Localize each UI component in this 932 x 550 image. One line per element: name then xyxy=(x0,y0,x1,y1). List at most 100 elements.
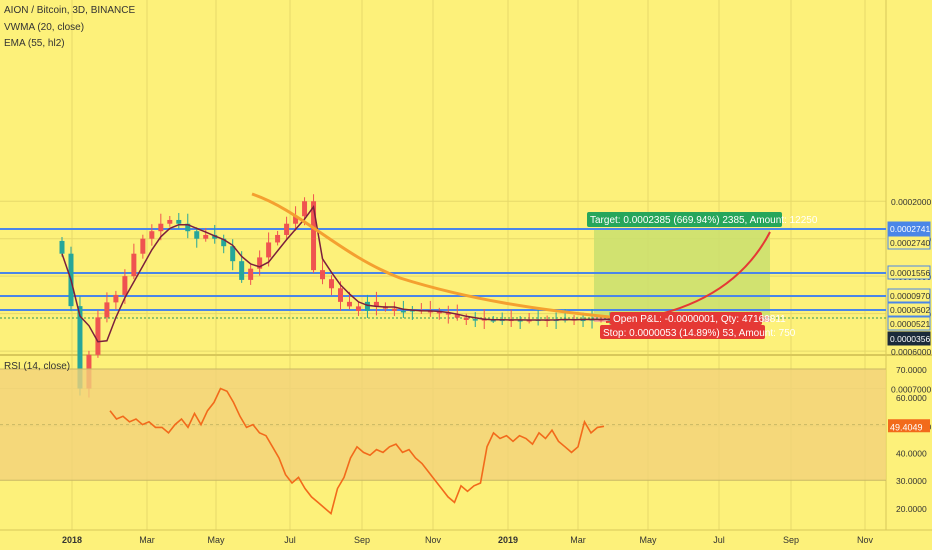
time-tick-label: May xyxy=(639,535,657,545)
stop-label: Stop: 0.0000053 (14.89%) 53, Amount: 750 xyxy=(603,328,796,339)
candle-body xyxy=(320,270,326,280)
stop-label-group: Stop: 0.0000053 (14.89%) 53, Amount: 750 xyxy=(600,325,796,339)
time-tick-label: Jul xyxy=(284,535,296,545)
time-tick-label: 2018 xyxy=(62,535,82,545)
time-tick-label: May xyxy=(207,535,225,545)
candle-body xyxy=(284,223,290,235)
candle-body xyxy=(472,319,478,321)
vwma-legend: VWMA (20, close) xyxy=(4,22,85,33)
candle-body xyxy=(266,242,272,258)
price-marker-bg xyxy=(887,302,931,317)
candle-body xyxy=(355,306,361,311)
time-tick-label: Nov xyxy=(857,535,874,545)
candle-body xyxy=(463,317,469,320)
price-marker-bg xyxy=(887,331,931,346)
target-label-group: Target: 0.0002385 (669.94%) 2385, Amount… xyxy=(587,212,818,227)
candle-body xyxy=(221,238,227,247)
time-tick-label: 2019 xyxy=(498,535,518,545)
target-label-bg xyxy=(587,212,782,227)
candle-body xyxy=(580,319,586,322)
price-tick-label: 0.0006000 xyxy=(891,347,931,357)
price-marker-label: 0.0001556 xyxy=(890,268,930,278)
open-pnl-label: Open P&L: -0.0000001, Qty: 47169811 xyxy=(613,314,786,325)
price-marker-label: 0.0000602 xyxy=(890,305,930,315)
rsi-tick-label: 70.0000 xyxy=(896,365,927,375)
candle-body xyxy=(346,301,352,307)
candle-body xyxy=(445,312,451,315)
candle-body xyxy=(302,201,308,217)
candle-body xyxy=(311,201,317,271)
candle-body xyxy=(400,310,406,313)
price-marker-label: 0.0000521 xyxy=(890,319,930,329)
price-tick-label: 0.0002000 xyxy=(891,197,931,207)
price-marker-bg xyxy=(887,316,931,331)
candle-body xyxy=(454,314,460,318)
candle-body xyxy=(436,311,442,314)
price-marker-bg xyxy=(887,288,931,303)
candle-body xyxy=(239,261,245,280)
time-tick-label: Mar xyxy=(139,535,155,545)
price-marker-bg xyxy=(887,265,931,280)
price-marker-bg xyxy=(887,235,931,250)
candle-body xyxy=(59,240,65,254)
candle-body xyxy=(176,219,182,224)
candle-body xyxy=(212,234,218,239)
price-marker-label: 0.0000970 xyxy=(890,291,930,301)
candle-body xyxy=(131,253,137,277)
price-tick-label: 0.0007000 xyxy=(891,385,931,395)
rsi-value-label: 49.4049 xyxy=(890,422,923,432)
chart-title: AION / Bitcoin, 3D, BINANCE xyxy=(4,5,136,16)
time-tick-label: Mar xyxy=(570,535,586,545)
price-marker-label: 0.0002741 xyxy=(890,224,930,234)
candle-body xyxy=(364,301,370,311)
candle-body xyxy=(149,231,155,239)
time-tick-label: Nov xyxy=(425,535,442,545)
candle-body xyxy=(77,306,83,389)
candle-body xyxy=(167,219,173,224)
ema-legend: EMA (55, hl2) xyxy=(4,38,65,49)
target-label: Target: 0.0002385 (669.94%) 2385, Amount… xyxy=(590,215,818,226)
candle-body xyxy=(185,223,191,232)
candle-body xyxy=(293,216,299,224)
candle-body xyxy=(337,288,343,302)
ema-line xyxy=(251,192,611,319)
candle-body xyxy=(248,268,254,280)
candle-body xyxy=(517,320,523,322)
candle-body xyxy=(158,223,164,232)
candle-body xyxy=(230,246,236,262)
time-tick-label: Sep xyxy=(354,535,370,545)
candle-body xyxy=(194,231,200,239)
rsi-value-bg xyxy=(888,419,930,433)
candle-body xyxy=(329,279,335,289)
rsi-legend: RSI (14, close) xyxy=(4,361,71,372)
open-label-bg xyxy=(610,312,762,325)
price-marker-bg xyxy=(887,221,931,236)
candle-body xyxy=(113,294,119,303)
candle-body xyxy=(526,320,532,322)
candle-body xyxy=(203,234,209,239)
time-tick-label: Jul xyxy=(713,535,725,545)
candle-body xyxy=(104,302,110,318)
candle-body xyxy=(427,310,433,313)
candle-body xyxy=(95,317,101,355)
candle-body xyxy=(275,234,281,243)
rsi-tick-label: 60.0000 xyxy=(896,393,927,403)
candle-body xyxy=(257,257,263,269)
open-label-group: Open P&L: -0.0000001, Qty: 47169811 xyxy=(610,312,786,325)
rsi-tick-label: 30.0000 xyxy=(896,476,927,486)
price-marker-label: 0.0002740 xyxy=(890,238,930,248)
rsi-line xyxy=(109,387,605,516)
stop-label-bg xyxy=(600,325,765,339)
price-marker-label: 0.0000356 xyxy=(890,334,930,344)
vwma-line xyxy=(61,205,611,343)
candle-body xyxy=(373,301,379,307)
candle-body xyxy=(391,308,397,311)
rsi-tick-label: 20.0000 xyxy=(896,504,927,514)
time-tick-label: Sep xyxy=(783,535,799,545)
candle-body xyxy=(140,238,146,254)
rsi-tick-label: 40.0000 xyxy=(896,448,927,458)
candle-body xyxy=(122,276,128,295)
candle-body xyxy=(490,320,496,322)
